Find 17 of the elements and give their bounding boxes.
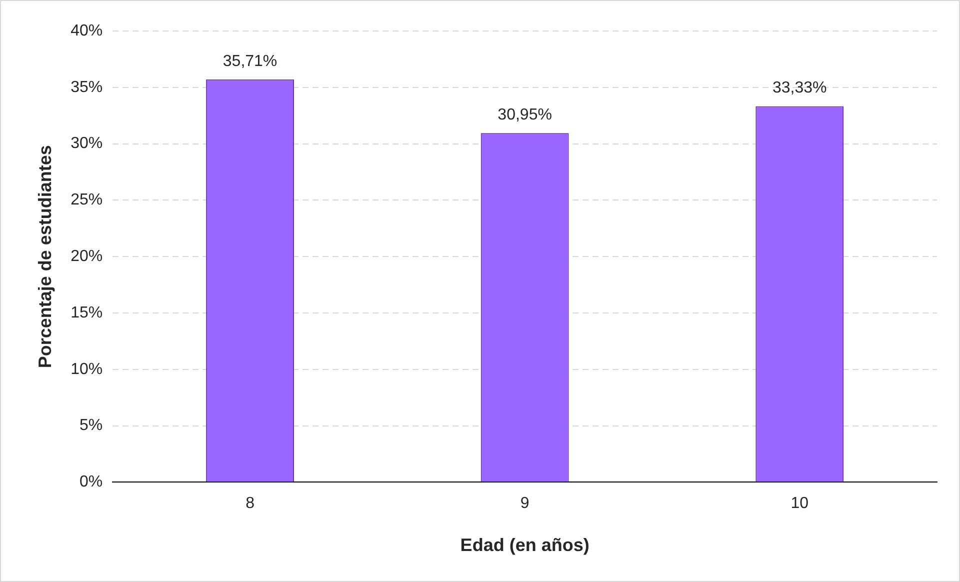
y-tick-label: 5% [80, 417, 103, 434]
y-tick-label: 0% [80, 474, 103, 491]
y-tick-label: 15% [70, 304, 103, 322]
data-label: 30,95% [498, 106, 552, 124]
y-tick-label: 10% [70, 360, 103, 378]
y-tick-label: 35% [70, 78, 103, 96]
x-tick-label: 8 [246, 495, 255, 512]
x-axis-title: Edad (en años) [460, 535, 590, 556]
y-tick-label: 40% [70, 22, 103, 40]
y-axis-title: Porcentaje de estudiantes [34, 145, 55, 368]
data-label: 35,71% [222, 52, 278, 70]
y-tick-label: 25% [70, 192, 103, 209]
y-tick-label: 20% [70, 248, 103, 266]
data-label: 33,33% [772, 80, 827, 97]
x-tick-label: 9 [520, 495, 530, 512]
y-tick-label: 30% [70, 135, 103, 152]
x-tick-label: 10 [790, 495, 809, 512]
